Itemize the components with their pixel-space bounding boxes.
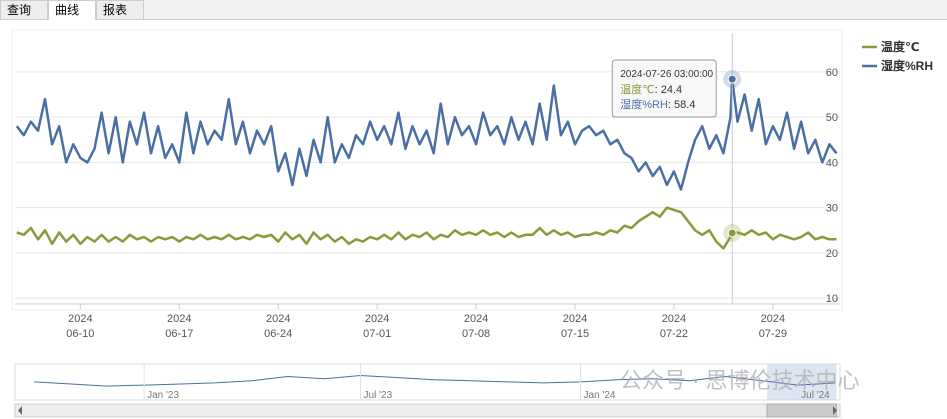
tooltip-sep: : xyxy=(655,84,661,96)
tooltip-item-value: 58.4 xyxy=(674,99,695,111)
x-tick-label: 2024 xyxy=(365,313,389,325)
tooltip-item: 湿度%RH: 58.4 xyxy=(620,97,695,111)
tooltip-item-name: 温度℃ xyxy=(620,82,654,96)
x-tick-label: 2024 xyxy=(662,313,686,325)
navigator-frame xyxy=(14,363,841,401)
navigator-tick-label: Jul '24 xyxy=(801,390,830,401)
tooltip-item-name: 湿度%RH xyxy=(620,97,668,111)
tooltip-item: 温度℃: 24.4 xyxy=(620,82,682,96)
x-tick-label: 06-24 xyxy=(264,328,292,340)
x-tick-label: 2024 xyxy=(563,313,587,325)
hover-marker xyxy=(727,74,737,84)
x-tick-label: 2024 xyxy=(761,313,785,325)
tab[interactable]: 报表 xyxy=(96,0,144,19)
x-tick-label: 2024 xyxy=(167,313,191,325)
tooltip-box xyxy=(611,59,717,118)
y-tick-label: 10 xyxy=(826,293,838,305)
x-tick-label: 06-10 xyxy=(66,328,94,340)
x-tick-label: 2024 xyxy=(68,313,92,325)
scrollbar-track xyxy=(14,403,841,418)
x-tick-label: 07-01 xyxy=(363,328,391,340)
tab-bar: 查询 曲线 报表 xyxy=(0,0,947,20)
tooltip-sep: : xyxy=(668,99,674,111)
legend-label: 温度℃ xyxy=(881,39,920,54)
x-tick-label: 07-08 xyxy=(462,328,490,340)
tab[interactable]: 曲线 xyxy=(48,0,96,20)
scroll-arrow-left xyxy=(18,406,22,415)
navigator-tick-label: Jul '23 xyxy=(364,390,393,401)
y-tick-label: 40 xyxy=(826,157,838,169)
x-tick-label: 07-29 xyxy=(759,328,787,340)
series-line xyxy=(15,77,838,191)
y-tick-label: 50 xyxy=(826,112,838,124)
plot-frame xyxy=(11,29,843,311)
hover-marker xyxy=(727,228,737,238)
tooltip-item-value: 24.4 xyxy=(661,84,682,96)
x-tick-label: 07-22 xyxy=(660,328,688,340)
scroll-arrow-right xyxy=(833,406,837,415)
navigator-tick-label: Jan '23 xyxy=(147,390,179,401)
navigator-selection xyxy=(767,364,837,400)
series-line xyxy=(16,206,837,250)
y-tick-label: 60 xyxy=(826,67,838,79)
legend-label: 湿度%RH xyxy=(881,58,933,73)
tooltip-time: 2024-07-26 03:00:00 xyxy=(620,69,713,80)
watermark: 公众号 · 思博伦技术中心 xyxy=(620,368,860,393)
x-tick-label: 2024 xyxy=(464,313,488,325)
x-tick-label: 07-15 xyxy=(561,328,589,340)
x-tick-label: 06-17 xyxy=(165,328,193,340)
tab[interactable]: 查询 xyxy=(0,0,48,19)
y-tick-label: 30 xyxy=(826,203,838,215)
y-tick-label: 20 xyxy=(826,248,838,260)
navigator-tick-label: Jan '24 xyxy=(584,390,616,401)
navigator-line xyxy=(34,374,836,387)
x-tick-label: 2024 xyxy=(266,313,290,325)
scrollbar-thumb[interactable] xyxy=(766,403,837,418)
